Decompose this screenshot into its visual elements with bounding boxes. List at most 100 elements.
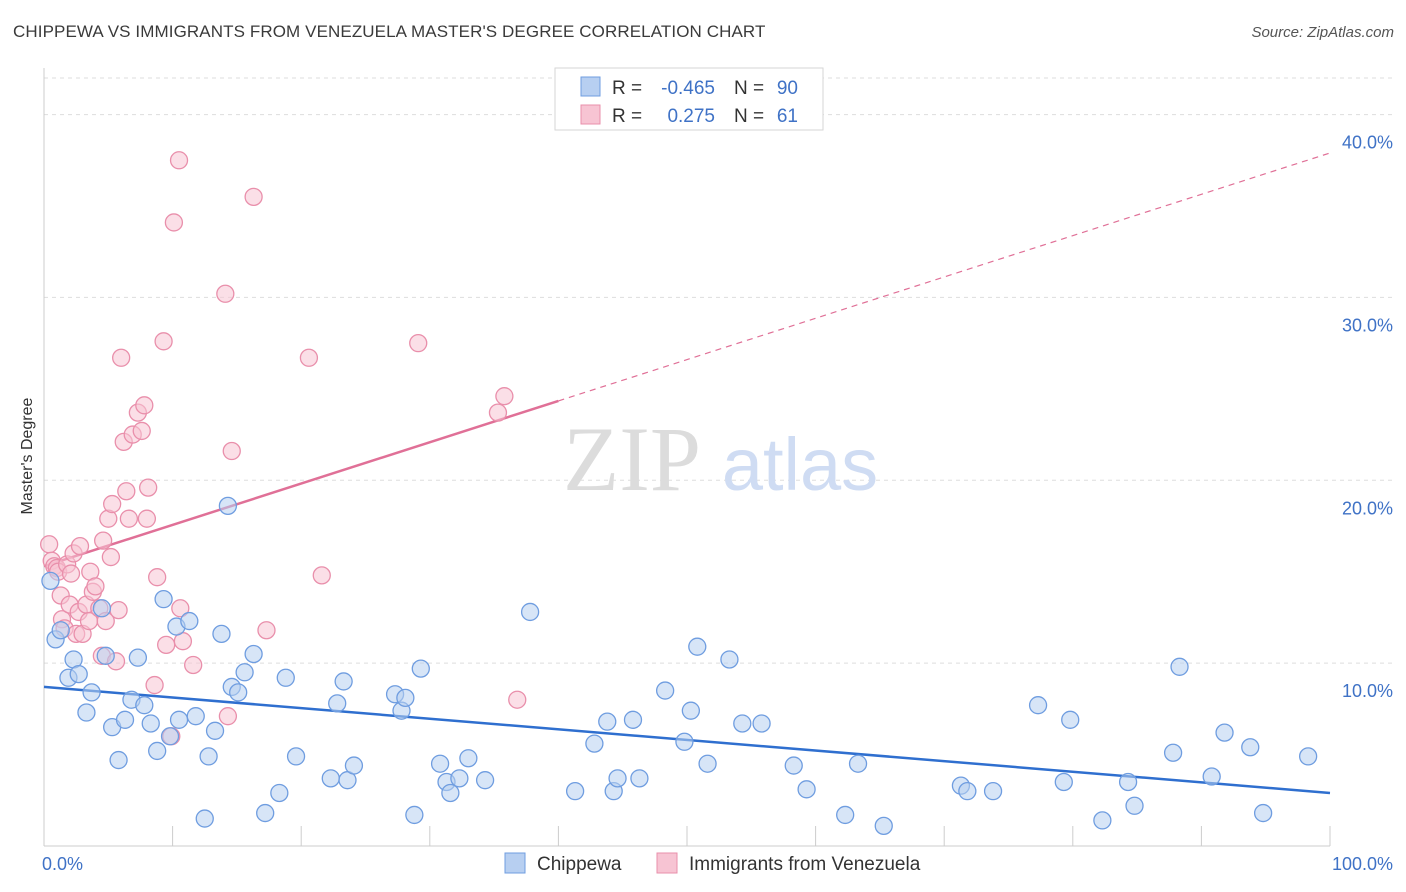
chippewa-point xyxy=(1298,747,1318,766)
venezuela-point xyxy=(154,332,173,351)
venezuela-point xyxy=(409,333,428,353)
chippewa-point xyxy=(983,781,1003,801)
venezuela-point xyxy=(101,547,121,567)
venezuela-point xyxy=(157,635,176,655)
chippewa-point xyxy=(1061,710,1080,729)
chippewa-point xyxy=(874,816,893,836)
chippewa-point xyxy=(585,734,604,753)
chippewa-point xyxy=(276,668,295,687)
tick-labels: 10.0% 20.0% 30.0% 40.0% 0.0% 100.0% xyxy=(42,133,1393,874)
venezuela-trend-line-extension xyxy=(558,152,1331,402)
chippewa-point xyxy=(256,803,275,823)
chippewa-point xyxy=(328,694,347,713)
chippewa-point xyxy=(235,663,254,682)
chippewa-point xyxy=(1170,657,1189,676)
venezuela-point xyxy=(488,403,508,422)
chippewa-point xyxy=(195,809,214,828)
chippewa-point xyxy=(1215,723,1234,742)
venezuela-point xyxy=(508,690,527,709)
chippewa-point xyxy=(244,644,263,664)
chippewa-point xyxy=(141,714,160,733)
venezuela-point xyxy=(39,535,59,554)
chippewa-point xyxy=(655,681,675,700)
chippewa-point xyxy=(784,756,803,775)
chippewa-point xyxy=(623,710,643,729)
chippewa-point xyxy=(836,805,855,825)
axes xyxy=(43,68,1331,847)
chippewa-point xyxy=(450,769,469,788)
bottom-legend-swatch xyxy=(656,852,678,874)
chippewa-point xyxy=(69,664,88,684)
chippewa-point xyxy=(459,749,478,768)
chippewa-point xyxy=(520,602,540,622)
chippewa-point xyxy=(286,747,306,766)
venezuela-point xyxy=(135,396,154,415)
venezuela-point xyxy=(137,509,157,528)
venezuela-point xyxy=(112,348,131,367)
chippewa-point xyxy=(848,754,868,773)
chippewa-point xyxy=(752,714,771,733)
venezuela-point xyxy=(94,531,113,550)
legend-swatch xyxy=(580,76,601,97)
chippewa-point xyxy=(630,769,649,788)
legend-r-label: R = xyxy=(612,78,642,99)
venezuela-point xyxy=(257,621,276,640)
chippewa-point xyxy=(321,769,340,788)
venezuela-point xyxy=(495,387,514,406)
chippewa-point xyxy=(396,688,415,708)
chippewa-point xyxy=(334,672,353,691)
venezuela-point xyxy=(171,599,190,618)
chippewa-point xyxy=(344,756,364,775)
bottom-legend-swatch xyxy=(504,852,526,874)
legend-n-value: 61 xyxy=(777,106,798,127)
chippewa-point xyxy=(608,769,627,788)
venezuela-point xyxy=(119,509,139,528)
chippewa-point xyxy=(186,707,205,726)
venezuela-point xyxy=(164,213,184,232)
legend-n-label: N = xyxy=(734,78,764,99)
chippewa-point xyxy=(212,624,231,644)
chippewa-point xyxy=(128,648,148,667)
venezuela-point xyxy=(299,348,319,367)
chippewa-point xyxy=(51,621,70,640)
venezuela-point xyxy=(132,421,151,441)
chippewa-point xyxy=(205,721,225,740)
legend-swatch xyxy=(580,104,601,125)
chippewa-point xyxy=(441,783,460,803)
chippewa-point xyxy=(169,710,189,729)
chippewa-point xyxy=(1093,811,1112,830)
chippewa-point xyxy=(270,783,289,803)
chippewa-point xyxy=(733,714,752,733)
y-tick-label: 20.0% xyxy=(1342,498,1393,518)
chippewa-point xyxy=(411,659,430,678)
bottom-legend: Chippewa Immigrants from Venezuela xyxy=(504,852,921,875)
chart-title: CHIPPEWA VS IMMIGRANTS FROM VENEZUELA MA… xyxy=(13,22,766,41)
chippewa-point xyxy=(92,599,112,618)
chippewa-point xyxy=(218,496,238,516)
venezuela-point xyxy=(148,568,167,587)
bottom-legend-label: Chippewa xyxy=(537,854,622,875)
chippewa-point xyxy=(681,701,701,720)
legend-r-value: -0.465 xyxy=(661,78,715,99)
y-tick-label: 10.0% xyxy=(1342,681,1393,701)
chippewa-point xyxy=(115,710,135,729)
chippewa-point xyxy=(1125,796,1144,815)
chippewa-point xyxy=(41,571,60,591)
legend-r-label: R = xyxy=(612,106,642,127)
chippewa-point xyxy=(688,637,707,656)
venezuela-point xyxy=(70,536,90,556)
chippewa-point xyxy=(199,747,218,766)
legend-n-value: 90 xyxy=(777,78,798,99)
chippewa-point xyxy=(96,646,115,665)
venezuela-trend-line xyxy=(43,399,559,568)
y-tick-label: 40.0% xyxy=(1342,133,1393,153)
chippewa-point xyxy=(135,696,154,715)
venezuela-point xyxy=(184,655,203,675)
chippewa-point xyxy=(698,754,717,773)
chippewa-point xyxy=(154,589,173,609)
chippewa-point xyxy=(160,727,180,746)
chippewa-point xyxy=(430,754,450,773)
venezuela-point xyxy=(86,577,105,596)
chippewa-point xyxy=(1202,767,1221,786)
